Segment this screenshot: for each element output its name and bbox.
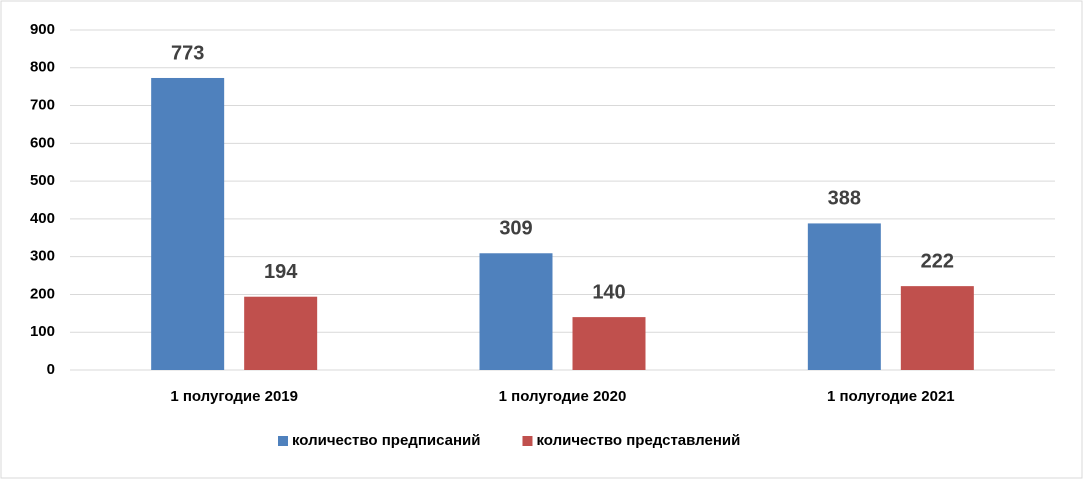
x-tick-label: 1 полугодие 2019 [170,388,298,405]
y-tick-label: 900 [30,21,55,38]
y-tick-label: 300 [30,248,55,265]
y-tick-label: 200 [30,285,55,302]
legend-swatch [278,436,288,446]
y-tick-label: 400 [30,210,55,227]
x-tick-label: 1 полугодие 2020 [499,388,627,405]
value-label: 309 [499,218,532,240]
value-label: 222 [921,250,954,272]
legend-swatch [522,436,533,446]
y-tick-label: 500 [30,172,55,189]
y-tick-label: 700 [30,97,55,114]
bar [479,253,553,370]
value-label: 140 [592,281,625,303]
y-tick-label: 0 [47,361,55,378]
bar [151,77,225,370]
y-tick-label: 100 [30,323,55,340]
bar [807,223,881,370]
x-tick-label: 1 полугодие 2021 [827,388,955,405]
value-label: 194 [264,261,298,283]
bar [244,296,318,370]
bar [572,317,646,370]
bar [900,286,974,370]
value-label: 773 [171,42,204,64]
y-tick-label: 800 [30,59,55,76]
legend-label: количество предписаний [292,432,480,449]
legend-label: количество представлений [536,432,740,449]
value-label: 388 [828,188,861,210]
y-tick-label: 600 [30,134,55,151]
